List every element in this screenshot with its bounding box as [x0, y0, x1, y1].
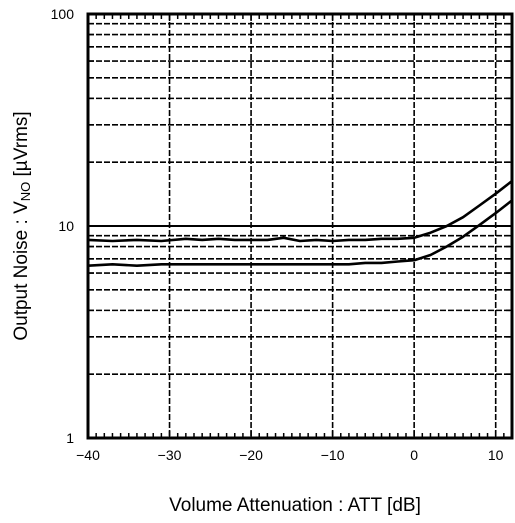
grid-lines — [88, 14, 512, 438]
x-axis-title: Volume Attenuation : ATT [dB] — [169, 495, 421, 516]
x-tick-label: −40 — [76, 447, 100, 463]
y-axis-title-suffix: [µVrms] — [11, 111, 32, 181]
y-tick-label: 10 — [58, 218, 74, 234]
x-tick-label: 10 — [488, 447, 504, 463]
series-line-1 — [87, 179, 513, 243]
x-tick-label: −30 — [158, 447, 182, 463]
y-tick-labels: 1 10 100 — [51, 6, 75, 446]
x-tick-label: 0 — [410, 447, 418, 463]
x-tick-labels: −40 −30 −20 −10 0 10 — [76, 447, 504, 463]
x-tick-label: −20 — [239, 447, 263, 463]
axis-ticks — [87, 13, 513, 439]
y-tick-label: 100 — [51, 6, 75, 22]
y-axis-title: Output Noise : VNO [µVrms] — [11, 111, 33, 340]
data-series — [87, 179, 513, 268]
series-line-2 — [87, 199, 513, 268]
y-axis-title-prefix: Output Noise : V — [11, 201, 32, 341]
y-axis-title-subscript: NO — [18, 182, 33, 202]
x-tick-label: −10 — [321, 447, 345, 463]
y-tick-label: 1 — [66, 430, 74, 446]
